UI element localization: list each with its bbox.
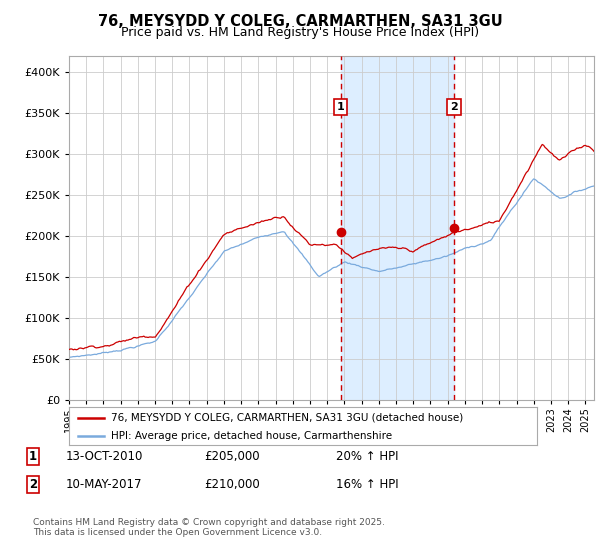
Text: 10-MAY-2017: 10-MAY-2017	[66, 478, 143, 491]
Text: 1: 1	[337, 102, 344, 112]
Text: £205,000: £205,000	[204, 450, 260, 463]
Text: 2: 2	[29, 478, 37, 491]
Text: HPI: Average price, detached house, Carmarthenshire: HPI: Average price, detached house, Carm…	[111, 431, 392, 441]
Text: £210,000: £210,000	[204, 478, 260, 491]
Text: 20% ↑ HPI: 20% ↑ HPI	[336, 450, 398, 463]
Text: 13-OCT-2010: 13-OCT-2010	[66, 450, 143, 463]
Text: Price paid vs. HM Land Registry's House Price Index (HPI): Price paid vs. HM Land Registry's House …	[121, 26, 479, 39]
Text: 16% ↑ HPI: 16% ↑ HPI	[336, 478, 398, 491]
Text: 1: 1	[29, 450, 37, 463]
Text: Contains HM Land Registry data © Crown copyright and database right 2025.
This d: Contains HM Land Registry data © Crown c…	[33, 518, 385, 538]
Bar	[341, 56, 454, 400]
Text: 76, MEYSYDD Y COLEG, CARMARTHEN, SA31 3GU (detached house): 76, MEYSYDD Y COLEG, CARMARTHEN, SA31 3G…	[111, 413, 463, 423]
Text: 2: 2	[450, 102, 458, 112]
Text: 76, MEYSYDD Y COLEG, CARMARTHEN, SA31 3GU: 76, MEYSYDD Y COLEG, CARMARTHEN, SA31 3G…	[98, 14, 502, 29]
